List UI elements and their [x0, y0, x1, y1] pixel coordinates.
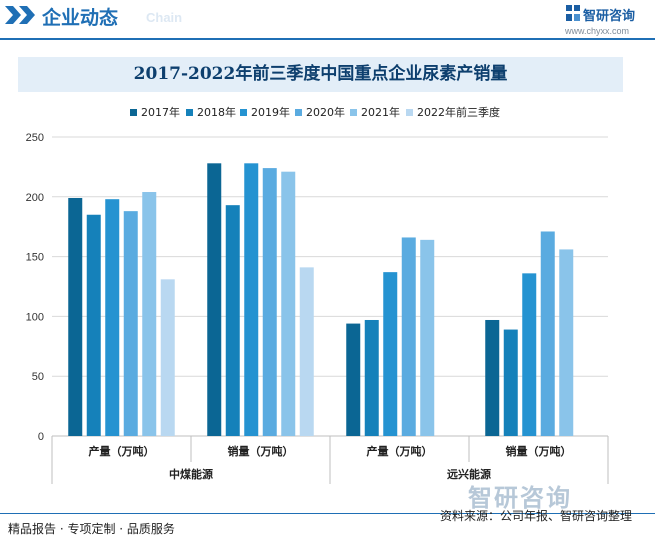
bar	[142, 192, 157, 436]
bar	[225, 205, 240, 436]
bar	[383, 272, 398, 436]
chart-title-bar: 2017-2022年前三季度中国重点企业尿素产销量	[18, 57, 623, 92]
watermark-logo-text: 智研咨询	[468, 484, 572, 512]
y-tick-label: 250	[26, 132, 44, 144]
bar	[540, 231, 555, 436]
x-group-label: 远兴能源	[447, 467, 491, 481]
bar	[401, 237, 416, 436]
bar	[559, 249, 574, 436]
legend-swatch	[295, 108, 302, 116]
legend-label: 2022年前三季度	[417, 106, 500, 119]
logo-url: www.chyxx.com	[565, 26, 630, 36]
bar	[299, 267, 314, 436]
legend-label: 2021年	[361, 106, 400, 119]
header-rule	[0, 38, 655, 40]
bar	[522, 273, 537, 436]
legend-label: 2017年	[141, 106, 180, 119]
chart-legend: 2017年 2018年 2019年 2020年 2021年 2022年前三季度	[0, 103, 655, 123]
legend-item: 2022年前三季度	[406, 103, 500, 123]
logo-icon	[566, 5, 580, 21]
legend-item: 2020年	[295, 103, 345, 123]
bar	[346, 323, 361, 436]
bar	[485, 319, 500, 436]
bar	[281, 171, 296, 436]
legend-item: 2021年	[350, 103, 400, 123]
legend-swatch	[130, 108, 137, 116]
bar-chart: 0 50 100 150 200 250 产量（万吨） 销量（万吨） 产量（万吨） 销量（万吨） 中…	[26, 132, 609, 484]
legend-swatch	[406, 108, 413, 116]
x-group-label: 中煤能源	[169, 467, 213, 481]
bar	[105, 199, 120, 436]
x-category-label: 销量（万吨）	[228, 444, 294, 458]
x-category-label: 产量（万吨）	[89, 444, 155, 458]
legend-label: 2020年	[306, 106, 345, 119]
bar	[68, 197, 83, 436]
legend-swatch	[186, 108, 193, 116]
y-tick-label: 100	[26, 311, 44, 323]
y-tick-label: 200	[26, 192, 44, 204]
legend-label: 2019年	[251, 106, 290, 119]
legend-item: 2019年	[240, 103, 290, 123]
bar	[420, 239, 435, 436]
bar	[364, 319, 379, 436]
y-tick-label: 50	[32, 371, 44, 383]
legend-swatch	[350, 108, 357, 116]
bar	[262, 168, 277, 436]
bar	[160, 279, 175, 436]
chart-title: 2017-2022年前三季度中国重点企业尿素产销量	[133, 64, 508, 84]
bar	[86, 214, 101, 436]
double-chevron-icon	[5, 6, 35, 24]
y-tick-label: 150	[26, 252, 44, 264]
legend-label: 2018年	[197, 106, 236, 119]
section-title: 企业动态	[42, 7, 119, 29]
bar	[244, 163, 259, 436]
legend-swatch	[240, 108, 247, 116]
legend-item: 2017年	[130, 103, 180, 123]
bar	[503, 329, 518, 436]
y-tick-label: 0	[38, 431, 44, 443]
legend-item: 2018年	[186, 103, 236, 123]
x-category-label: 销量（万吨）	[506, 444, 572, 458]
header: 企业动态 Chain 智研咨询 www.chyxx.com	[0, 0, 655, 36]
bar	[123, 211, 138, 436]
section-subtitle: Chain	[146, 10, 183, 25]
x-category-label: 产量（万吨）	[367, 444, 433, 458]
data-source: 资料来源：公司年报、智研咨询整理	[440, 509, 633, 523]
bar	[207, 163, 222, 436]
footer-rule	[0, 513, 655, 514]
footer-slogan: 精品报告 · 专项定制 · 品质服务	[8, 522, 175, 536]
logo-name: 智研咨询	[583, 9, 636, 24]
